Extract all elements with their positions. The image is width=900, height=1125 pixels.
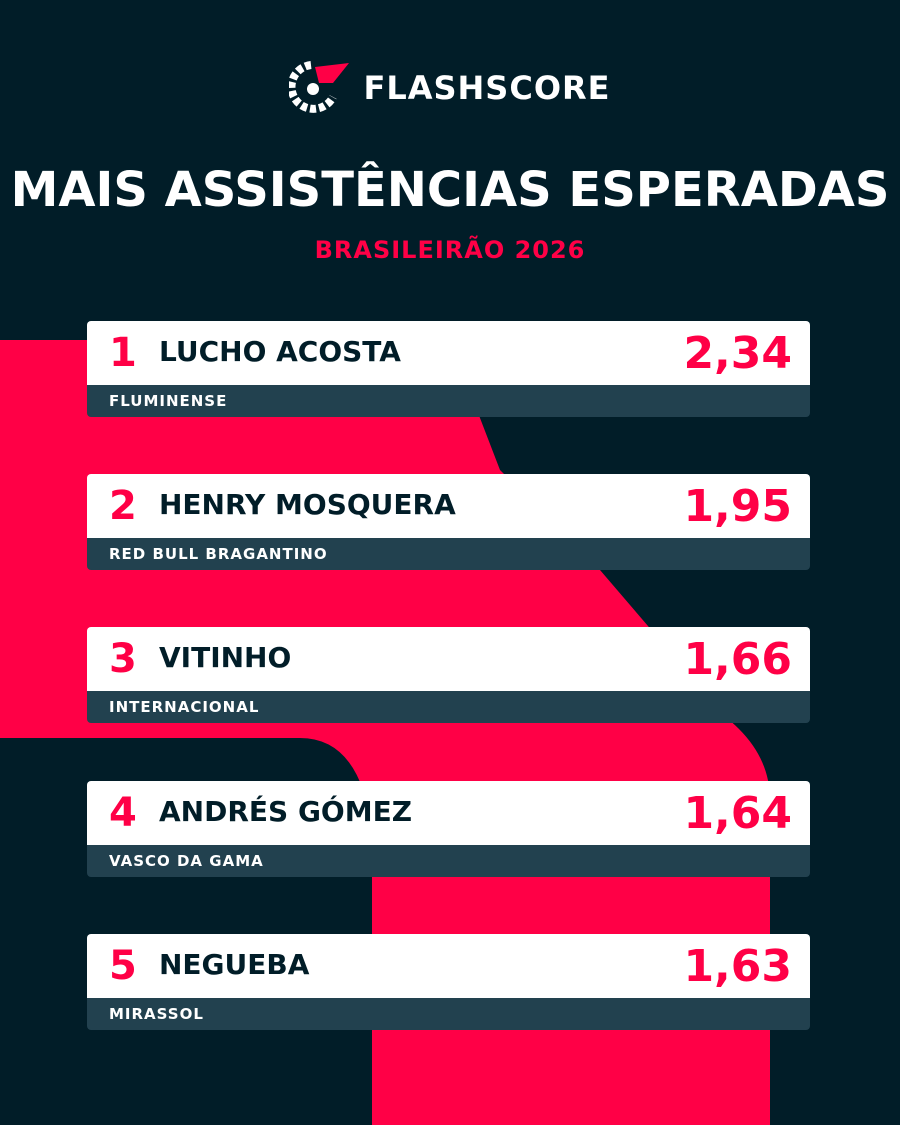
rank-number: 1 <box>109 330 137 376</box>
player-name: HENRY MOSQUERA <box>159 488 456 521</box>
team-name: INTERNACIONAL <box>109 698 260 716</box>
ranking-row: 2 HENRY MOSQUERA 1,95 RED BULL BRAGANTIN… <box>87 474 810 570</box>
rank-number: 3 <box>109 636 137 682</box>
player-name: NEGUEBA <box>159 948 310 981</box>
ranking-row: 3 VITINHO 1,66 INTERNACIONAL <box>87 627 810 723</box>
xa-value: 1,95 <box>683 481 792 532</box>
brand-name: FLASHSCORE <box>363 69 611 107</box>
xa-value: 1,64 <box>683 788 792 839</box>
flashscore-logo-icon <box>289 61 350 113</box>
xa-value: 2,34 <box>683 328 792 379</box>
team-name: VASCO DA GAMA <box>109 852 264 870</box>
ranking-row: 4 ANDRÉS GÓMEZ 1,64 VASCO DA GAMA <box>87 781 810 877</box>
team-bar: RED BULL BRAGANTINO <box>87 538 810 570</box>
team-bar: INTERNACIONAL <box>87 691 810 723</box>
player-card: 3 VITINHO 1,66 <box>87 627 810 691</box>
team-bar: FLUMINENSE <box>87 385 810 417</box>
player-card: 4 ANDRÉS GÓMEZ 1,64 <box>87 781 810 845</box>
team-name: RED BULL BRAGANTINO <box>109 545 328 563</box>
brand-logo: FLASHSCORE <box>0 60 900 116</box>
player-name: ANDRÉS GÓMEZ <box>159 795 413 828</box>
xa-value: 1,66 <box>683 634 792 685</box>
player-card: 1 LUCHO ACOSTA 2,34 <box>87 321 810 385</box>
team-bar: MIRASSOL <box>87 998 810 1030</box>
rank-number: 5 <box>109 943 137 989</box>
page-subtitle: BRASILEIRÃO 2026 <box>314 236 586 264</box>
team-bar: VASCO DA GAMA <box>87 845 810 877</box>
xa-value: 1,63 <box>683 941 792 992</box>
ranking-row: 1 LUCHO ACOSTA 2,34 FLUMINENSE <box>87 321 810 417</box>
rank-number: 4 <box>109 790 137 836</box>
player-card: 5 NEGUEBA 1,63 <box>87 934 810 998</box>
ranking-row: 5 NEGUEBA 1,63 MIRASSOL <box>87 934 810 1030</box>
team-name: MIRASSOL <box>109 1005 204 1023</box>
team-name: FLUMINENSE <box>109 392 228 410</box>
rank-number: 2 <box>109 483 137 529</box>
player-name: VITINHO <box>159 641 292 674</box>
page-title: MAIS ASSISTÊNCIAS ESPERADAS <box>10 162 890 218</box>
player-card: 2 HENRY MOSQUERA 1,95 <box>87 474 810 538</box>
player-name: LUCHO ACOSTA <box>159 335 401 368</box>
